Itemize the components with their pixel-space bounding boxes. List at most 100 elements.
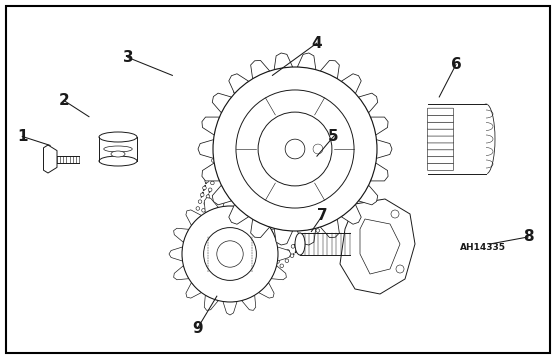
Polygon shape	[271, 228, 286, 242]
Circle shape	[240, 92, 243, 95]
Text: 8: 8	[523, 229, 534, 244]
FancyBboxPatch shape	[428, 143, 454, 150]
Circle shape	[396, 265, 404, 273]
FancyBboxPatch shape	[428, 115, 454, 122]
Circle shape	[211, 181, 214, 185]
Circle shape	[209, 165, 213, 169]
Polygon shape	[320, 60, 339, 79]
Circle shape	[231, 97, 235, 101]
Circle shape	[234, 90, 237, 94]
Circle shape	[202, 209, 205, 212]
Polygon shape	[340, 199, 415, 294]
Circle shape	[229, 104, 233, 107]
FancyBboxPatch shape	[428, 136, 454, 143]
Circle shape	[347, 199, 350, 202]
Circle shape	[276, 260, 279, 263]
Circle shape	[290, 254, 294, 257]
Circle shape	[327, 209, 331, 213]
Circle shape	[236, 90, 354, 208]
Circle shape	[229, 126, 232, 130]
Circle shape	[321, 224, 325, 227]
Polygon shape	[341, 204, 361, 224]
Circle shape	[222, 125, 226, 128]
Circle shape	[281, 255, 285, 258]
Polygon shape	[259, 210, 274, 225]
Circle shape	[373, 173, 376, 177]
Ellipse shape	[295, 233, 305, 255]
Polygon shape	[202, 163, 220, 181]
Circle shape	[306, 229, 310, 233]
Polygon shape	[360, 219, 400, 274]
Circle shape	[258, 112, 332, 186]
Circle shape	[295, 249, 299, 252]
Circle shape	[227, 111, 231, 115]
Text: 1: 1	[17, 129, 27, 144]
Circle shape	[204, 202, 207, 205]
Text: 7: 7	[317, 208, 328, 223]
Circle shape	[391, 210, 399, 218]
Circle shape	[220, 154, 223, 157]
Circle shape	[296, 239, 300, 243]
Circle shape	[167, 191, 293, 317]
Polygon shape	[277, 247, 291, 261]
Polygon shape	[212, 93, 231, 113]
Circle shape	[213, 67, 377, 231]
Polygon shape	[297, 53, 316, 70]
Polygon shape	[212, 185, 231, 205]
Circle shape	[237, 99, 241, 103]
Text: 2: 2	[58, 93, 70, 108]
Circle shape	[286, 250, 290, 253]
FancyBboxPatch shape	[428, 157, 454, 164]
Circle shape	[205, 179, 208, 183]
Polygon shape	[320, 219, 339, 238]
Polygon shape	[204, 295, 219, 311]
Polygon shape	[43, 145, 57, 173]
Polygon shape	[359, 93, 378, 113]
Circle shape	[214, 152, 217, 155]
Circle shape	[206, 195, 210, 199]
Circle shape	[235, 106, 239, 109]
Circle shape	[313, 144, 323, 154]
Polygon shape	[259, 283, 274, 298]
Circle shape	[331, 214, 335, 217]
Circle shape	[352, 194, 356, 197]
Polygon shape	[223, 302, 237, 315]
Circle shape	[353, 184, 356, 188]
Circle shape	[225, 118, 229, 121]
Circle shape	[348, 189, 351, 193]
Polygon shape	[242, 198, 256, 213]
Circle shape	[311, 234, 315, 237]
Circle shape	[233, 113, 236, 116]
Polygon shape	[341, 74, 361, 94]
Circle shape	[211, 159, 215, 162]
FancyBboxPatch shape	[428, 108, 454, 115]
Circle shape	[203, 228, 256, 280]
Circle shape	[201, 55, 389, 243]
Circle shape	[208, 188, 212, 192]
FancyBboxPatch shape	[428, 163, 454, 171]
Circle shape	[368, 169, 372, 173]
Circle shape	[342, 204, 345, 207]
Circle shape	[326, 219, 330, 222]
Polygon shape	[359, 185, 378, 205]
Polygon shape	[370, 163, 388, 181]
Ellipse shape	[477, 104, 495, 174]
Circle shape	[201, 193, 204, 197]
Polygon shape	[202, 117, 220, 135]
Polygon shape	[204, 198, 219, 213]
Polygon shape	[251, 60, 270, 79]
Circle shape	[363, 174, 367, 178]
Circle shape	[217, 241, 243, 267]
Circle shape	[291, 244, 295, 248]
Polygon shape	[271, 266, 286, 280]
Circle shape	[207, 172, 211, 176]
Polygon shape	[229, 204, 249, 224]
Circle shape	[224, 140, 227, 144]
FancyBboxPatch shape	[428, 129, 454, 136]
Circle shape	[202, 186, 206, 190]
Circle shape	[301, 244, 304, 247]
Circle shape	[231, 120, 234, 123]
Text: 3: 3	[122, 50, 133, 65]
Circle shape	[216, 145, 220, 149]
Polygon shape	[274, 228, 292, 245]
